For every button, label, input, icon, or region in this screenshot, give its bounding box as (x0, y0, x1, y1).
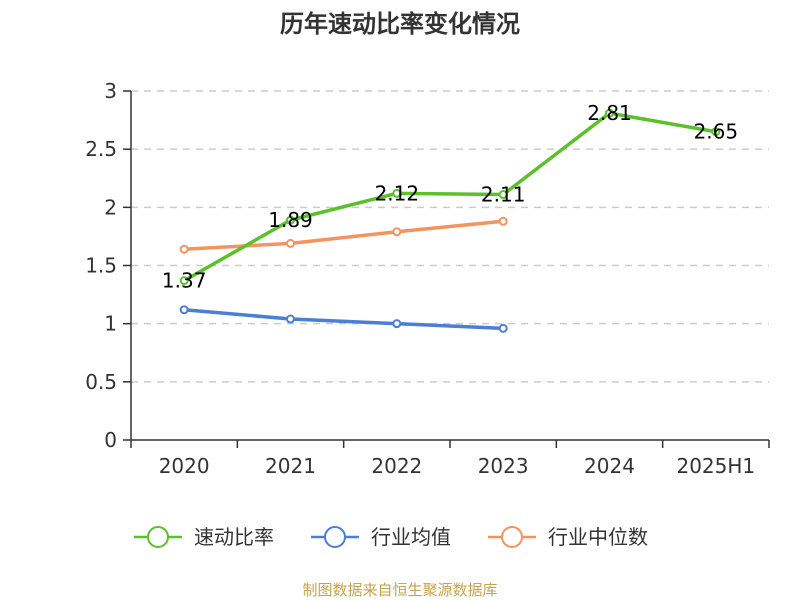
data-label-0: 1.37 (162, 269, 207, 293)
chart-title: 历年速动比率变化情况 (280, 10, 520, 38)
point-2-2 (392, 227, 402, 237)
point-2-0 (179, 244, 189, 254)
grid-lines (131, 90, 769, 383)
legend-swatch-marker-0 (147, 526, 169, 548)
x-tick-label-4: 2024 (584, 454, 635, 478)
point-0-1 (286, 215, 295, 225)
series-line-1 (184, 307, 504, 331)
legend-item-1: 行业均值 (311, 525, 451, 549)
legend-swatch-marker-2 (501, 526, 523, 548)
x-tick-label-3: 2023 (478, 454, 529, 478)
series-layer (179, 108, 721, 333)
y-tick-label-6: 3 (104, 79, 117, 103)
point-2-3 (498, 216, 508, 226)
data-labels: 1.37 1.89 2.12 2.11 2.81 2.65 (162, 101, 738, 293)
point-1-0 (179, 305, 189, 315)
data-label-3: 2.11 (481, 183, 526, 207)
data-label-4: 2.81 (587, 101, 632, 125)
y-tick-label-4: 2 (104, 195, 117, 219)
y-tick-label-2: 1 (104, 312, 117, 336)
legend-label-1: 行业均值 (371, 525, 451, 549)
series-1 (179, 305, 508, 333)
data-label-5: 2.65 (694, 120, 739, 144)
source-note: 制图数据来自恒生聚源数据库 (302, 581, 497, 599)
legend-swatch-marker-1 (324, 526, 346, 548)
y-tick-label-5: 2.5 (85, 137, 117, 161)
x-tick-label-0: 2020 (159, 454, 210, 478)
point-0-2 (392, 188, 402, 198)
data-label-2: 2.12 (375, 181, 420, 205)
y-tick-label-0: 0 (104, 428, 117, 452)
point-1-1 (286, 314, 295, 324)
series-0 (179, 108, 721, 286)
x-tick-label-2: 2022 (371, 454, 422, 478)
point-0-0 (179, 276, 189, 286)
x-tick-label-1: 2021 (265, 454, 316, 478)
legend-label-0: 速动比率 (194, 525, 274, 549)
series-line-0 (183, 111, 717, 283)
y-tick-label-3: 1.5 (85, 254, 117, 278)
axes: 0 0.5 1 1.5 2 2.5 3 2020 2021 2022 2023 2024 2025H1 (85, 79, 770, 478)
point-2-1 (286, 238, 295, 248)
legend: 速动比率 行业均值 行业中位数 (134, 525, 648, 549)
point-0-5 (711, 127, 721, 137)
data-label-1: 1.89 (268, 208, 313, 232)
point-1-2 (392, 319, 402, 329)
point-0-4 (605, 108, 614, 118)
y-tick-label-1: 0.5 (85, 370, 117, 394)
series-line-2 (184, 219, 504, 251)
x-tick-label-5: 2025H1 (676, 454, 755, 478)
point-1-3 (498, 323, 508, 333)
point-0-3 (498, 190, 508, 200)
legend-item-2: 行业中位数 (488, 525, 648, 549)
legend-item-0: 速动比率 (134, 525, 274, 549)
legend-label-2: 行业中位数 (548, 525, 648, 549)
series-2 (179, 216, 508, 254)
